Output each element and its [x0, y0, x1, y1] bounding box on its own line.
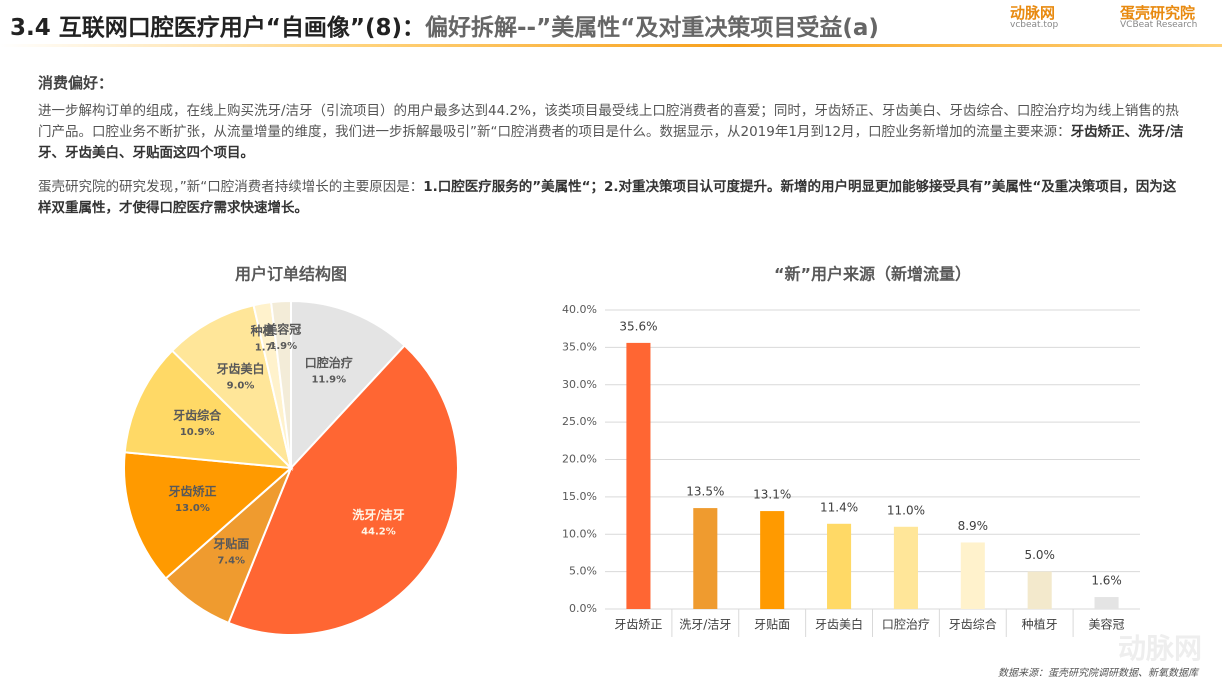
slice-label: 牙贴面 [213, 536, 249, 551]
y-tick-label: 35.0% [562, 340, 597, 353]
pie-slice [123, 349, 294, 470]
watermark: 动脉网 [1117, 632, 1202, 665]
bar [693, 508, 718, 609]
x-tick-label: 牙齿美白 [815, 617, 863, 632]
slice-value-label: 11.9% [311, 375, 346, 386]
y-tick-label: 0.0% [569, 602, 597, 615]
logo-name: 动脉网 [1010, 4, 1056, 22]
bar [1094, 597, 1119, 609]
chart-title: 用户订单结构图 [235, 265, 347, 284]
x-tick-label: 口腔治疗 [882, 617, 930, 632]
paragraph: 蛋壳研究院的研究发现，”新“口腔消费者持续增长的主要原因是：1.口腔医疗服务的”… [38, 177, 1188, 219]
y-tick-label: 25.0% [562, 415, 597, 428]
logo-sub: VCBeat Research [1120, 20, 1198, 30]
text: 蛋壳研究院的研究发现，”新“口腔消费者持续增长的主要原因是： [38, 179, 424, 195]
x-tick-label: 美容冠 [1089, 617, 1125, 632]
text: 进一步解构订单的组成，在线上购买洗牙/洁牙（引流项目）的用户最多达到44.2%，… [38, 103, 1179, 140]
chart-title: “新”用户来源（新增流量） [774, 265, 971, 284]
y-tick-label: 20.0% [562, 453, 597, 466]
bold-text: 1.口腔医疗服务的”美属性“；2.对重决策项目认可度提升。新增的用户明显更加能够… [38, 179, 1177, 216]
slice-label: 口腔治疗 [305, 355, 353, 370]
bar-value-label: 11.0% [887, 503, 925, 517]
pie-slice [170, 304, 293, 472]
bar-value-label: 1.6% [1091, 574, 1122, 588]
bar [893, 526, 918, 609]
pie-slice [269, 299, 292, 469]
pie-slice [123, 451, 294, 580]
slice-label: 洗牙/洁牙 [352, 507, 404, 522]
x-tick-label: 洗牙/洁牙 [679, 618, 731, 632]
bar [760, 511, 785, 609]
y-tick-label: 5.0% [569, 565, 597, 578]
paragraph: 进一步解构订单的组成，在线上购买洗牙/洁牙（引流项目）的用户最多达到44.2%，… [38, 101, 1188, 164]
y-tick-label: 10.0% [562, 527, 597, 540]
slice-value-label: 1.7% [255, 343, 283, 354]
slice-value-label: 9.0% [227, 381, 255, 392]
y-tick-label: 30.0% [562, 378, 597, 391]
logo: 动脉网 vcbeat.top [1010, 6, 1058, 30]
pie-slice [290, 299, 406, 471]
slice-label: 牙齿矫正 [169, 483, 217, 498]
bar-value-label: 13.5% [686, 485, 724, 499]
slice-value-label: 44.2% [361, 526, 396, 537]
logo: 蛋壳研究院 VCBeat Research [1120, 6, 1197, 30]
pie-slice [227, 344, 459, 636]
bar-value-label: 35.6% [619, 319, 657, 333]
y-tick-label: 15.0% [562, 490, 597, 503]
slice-value-label: 13.0% [175, 503, 210, 514]
slice-label: 牙齿美白 [217, 361, 265, 376]
slice-label: 牙齿综合 [173, 408, 222, 423]
y-tick-label: 40.0% [562, 303, 597, 316]
bold-text: 牙齿矫正、洗牙/洁牙、牙齿美白、牙贴面这四个项目。 [38, 124, 1184, 161]
bar [626, 342, 651, 609]
title-part: 偏好拆解--”美属性“及对重决策项目受益(a) [425, 15, 879, 41]
slice-value-label: 1.9% [269, 341, 297, 352]
bar [960, 542, 985, 609]
x-tick-label: 牙贴面 [754, 618, 790, 632]
section-heading: 消费偏好： [38, 74, 114, 92]
bar-value-label: 13.1% [753, 488, 791, 502]
bar-value-label: 8.9% [958, 519, 989, 533]
title: 3.4 互联网口腔医疗用户“自画像”(8)：偏好拆解--”美属性“及对重决策项目… [10, 8, 879, 42]
source-note: 数据来源：蛋壳研究院调研数据、新氧数据库 [998, 668, 1198, 679]
bar-value-label: 5.0% [1024, 548, 1055, 562]
bar [827, 523, 852, 609]
x-tick-label: 牙齿矫正 [614, 617, 662, 632]
bar-value-label: 11.4% [820, 500, 858, 514]
x-tick-label: 种植牙 [1022, 617, 1058, 632]
title-part: 3.4 互联网口腔医疗用户“自画像”(8)： [10, 15, 426, 41]
logo-name: 蛋壳研究院 [1120, 4, 1196, 22]
logo-sub: vcbeat.top [1010, 20, 1059, 30]
slice-value-label: 10.9% [180, 427, 215, 438]
header-rule [0, 44, 1222, 47]
slice-label: 美容冠 [265, 321, 301, 336]
x-tick-label: 牙齿综合 [949, 617, 997, 632]
bar [1027, 571, 1052, 609]
slice-value-label: 7.4% [217, 556, 245, 567]
